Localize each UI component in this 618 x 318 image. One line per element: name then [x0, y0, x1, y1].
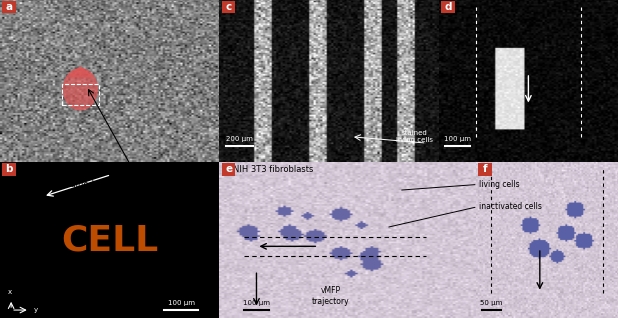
Bar	[2, 163, 16, 176]
Text: e: e	[225, 164, 232, 175]
Text: stained
living cells: stained living cells	[396, 130, 433, 143]
Text: living cells: living cells	[479, 180, 520, 189]
Text: 50 μm: 50 μm	[480, 300, 502, 306]
Text: c: c	[226, 2, 232, 12]
Ellipse shape	[64, 68, 98, 110]
Text: f: f	[483, 164, 488, 175]
Text: a: a	[6, 2, 13, 12]
Text: 100 μm: 100 μm	[444, 136, 471, 142]
Text: d: d	[444, 2, 452, 12]
Text: NIH 3T3 fibroblasts: NIH 3T3 fibroblasts	[233, 165, 313, 174]
Text: y: y	[34, 307, 38, 313]
Text: fixed fibroblast: fixed fibroblast	[12, 170, 75, 179]
Bar	[62, 85, 99, 105]
Polygon shape	[69, 67, 91, 76]
Text: b: b	[6, 164, 13, 175]
Bar	[0, 162, 219, 318]
Bar	[478, 163, 492, 176]
Bar	[2, 1, 16, 13]
Bar	[222, 163, 235, 176]
Text: 200 μm: 200 μm	[226, 136, 253, 142]
Text: CELL: CELL	[61, 223, 158, 257]
Text: Dil stained fibroblast: Dil stained fibroblast	[49, 180, 137, 189]
Text: 100 μm: 100 μm	[243, 300, 270, 306]
Text: inactivated cells: inactivated cells	[479, 202, 542, 211]
Text: vMFP
trajectory: vMFP trajectory	[312, 286, 349, 306]
Bar	[441, 1, 455, 13]
Text: x: x	[7, 289, 12, 295]
Bar	[222, 1, 235, 13]
Text: 100 μm: 100 μm	[167, 300, 195, 306]
